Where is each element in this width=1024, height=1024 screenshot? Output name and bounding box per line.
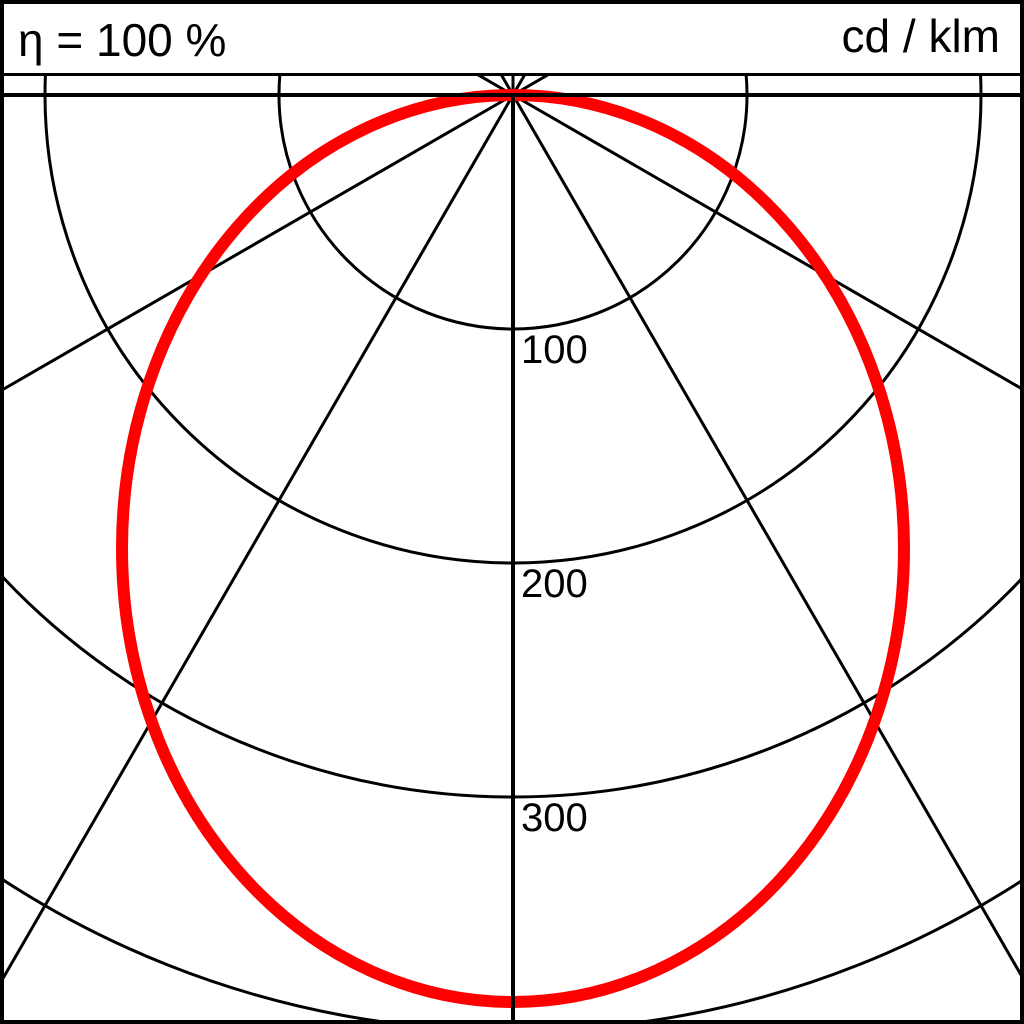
title-separator-line bbox=[0, 73, 1024, 76]
ray--60deg bbox=[0, 93, 514, 393]
ring-label-200: 200 bbox=[521, 562, 588, 606]
ray-30deg bbox=[511, 94, 1024, 984]
ring-label-100: 100 bbox=[521, 328, 588, 372]
unit-label: cd / klm bbox=[841, 10, 1000, 62]
title-bar: η = 100 % cd / klm bbox=[0, 0, 1024, 73]
efficiency-label: η = 100 % bbox=[18, 14, 227, 66]
ring-label-300: 300 bbox=[521, 796, 588, 840]
ray-60deg bbox=[512, 93, 1024, 392]
ray--30deg bbox=[0, 94, 515, 987]
axes-layer bbox=[0, 93, 1024, 1024]
